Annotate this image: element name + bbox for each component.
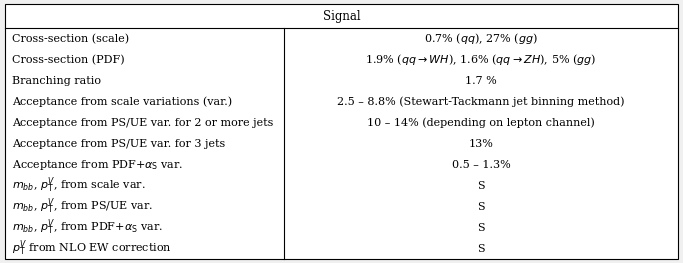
Text: S: S	[477, 244, 485, 254]
Text: 1.7 %: 1.7 %	[465, 76, 497, 86]
Text: $m_{bb}$, $p_\mathrm{T}^{V}$, from PS/UE var.: $m_{bb}$, $p_\mathrm{T}^{V}$, from PS/UE…	[12, 197, 154, 216]
Text: Acceptance from PS/UE var. for 2 or more jets: Acceptance from PS/UE var. for 2 or more…	[12, 118, 274, 128]
Text: 0.5 – 1.3%: 0.5 – 1.3%	[451, 160, 510, 170]
Text: $m_{bb}$, $p_\mathrm{T}^{V}$, from scale var.: $m_{bb}$, $p_\mathrm{T}^{V}$, from scale…	[12, 176, 146, 195]
Text: Cross-section (PDF): Cross-section (PDF)	[12, 54, 125, 65]
Text: S: S	[477, 201, 485, 211]
Text: 0.7% ($qq$), 27% ($gg$): 0.7% ($qq$), 27% ($gg$)	[424, 31, 538, 46]
Text: Acceptance from PS/UE var. for 3 jets: Acceptance from PS/UE var. for 3 jets	[12, 139, 225, 149]
Text: Cross-section (scale): Cross-section (scale)	[12, 33, 129, 44]
Text: 1.9% ($qq \rightarrow WH$), 1.6% ($qq \rightarrow ZH$), 5% ($gg$): 1.9% ($qq \rightarrow WH$), 1.6% ($qq \r…	[365, 52, 596, 67]
Text: 2.5 – 8.8% (Stewart-Tackmann jet binning method): 2.5 – 8.8% (Stewart-Tackmann jet binning…	[337, 96, 625, 107]
Text: Acceptance from scale variations (var.): Acceptance from scale variations (var.)	[12, 96, 232, 107]
Text: Acceptance from PDF+$\alpha_\mathrm{S}$ var.: Acceptance from PDF+$\alpha_\mathrm{S}$ …	[12, 158, 184, 171]
Text: Signal: Signal	[322, 9, 361, 23]
Text: $p_\mathrm{T}^{V}$ from NLO EW correction: $p_\mathrm{T}^{V}$ from NLO EW correctio…	[12, 239, 172, 258]
Text: Branching ratio: Branching ratio	[12, 76, 101, 86]
Text: $m_{bb}$, $p_\mathrm{T}^{V}$, from PDF+$\alpha_\mathrm{S}$ var.: $m_{bb}$, $p_\mathrm{T}^{V}$, from PDF+$…	[12, 218, 163, 237]
Text: S: S	[477, 181, 485, 191]
Text: S: S	[477, 222, 485, 232]
Text: 10 – 14% (depending on lepton channel): 10 – 14% (depending on lepton channel)	[367, 117, 595, 128]
Text: 13%: 13%	[469, 139, 493, 149]
